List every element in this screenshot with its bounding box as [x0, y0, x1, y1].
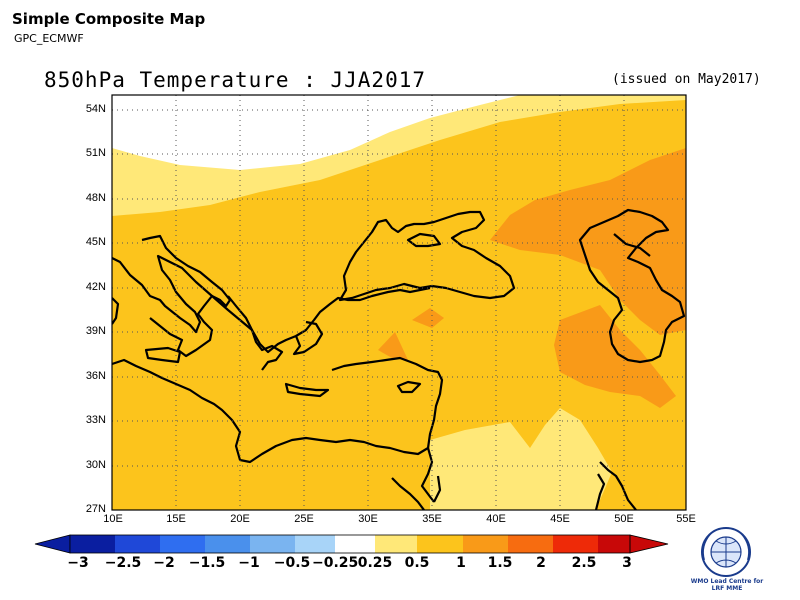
wmo-logo-icon [701, 527, 751, 577]
field-neutral-north [112, 95, 520, 170]
colorbar-cell [417, 535, 463, 553]
lon-label: 50E [614, 513, 634, 525]
coast-caspian-north [613, 233, 651, 257]
map-frame [111, 94, 687, 511]
lon-label: 45E [550, 513, 570, 525]
lon-label: 30E [358, 513, 378, 525]
grid [112, 95, 686, 510]
lat-label: 33N [85, 414, 106, 426]
colorbar-cell [375, 535, 417, 553]
colorbar-label: −1.5 [188, 555, 226, 571]
coast-turkey-south [331, 356, 444, 449]
lon-label: 40E [486, 513, 506, 525]
colorbar-cell [160, 535, 205, 553]
lon-label: 15E [166, 513, 186, 525]
colorbar-cell [463, 535, 508, 553]
colorbar-arrow-left [34, 534, 71, 554]
composite-map-title: Simple Composite Map [12, 10, 206, 28]
map-title: 850hPa Temperature : JJA2017 [44, 68, 427, 92]
lat-label: 54N [85, 103, 106, 115]
colorbar-cell [598, 535, 630, 553]
field-orange-southeast [554, 305, 676, 408]
colorbar-label: 1.5 [487, 555, 513, 571]
lon-label: 35E [422, 513, 442, 525]
coast-aegean [292, 320, 324, 356]
field-light-south [430, 408, 612, 510]
colorbar-cell [70, 535, 115, 553]
lat-label: 42N [85, 281, 106, 293]
colorbar-cell [508, 535, 553, 553]
colorbar-label: 3 [622, 555, 632, 571]
lat-label: 30N [85, 459, 106, 471]
coast-red-sea [391, 477, 425, 510]
colorbar-label: 0.25 [357, 555, 393, 571]
coastlines [112, 208, 686, 510]
lat-label: 39N [85, 325, 106, 337]
colorbar-label: −2.5 [104, 555, 142, 571]
coast-crimea [406, 232, 442, 248]
lat-label: 45N [85, 236, 106, 248]
colorbar-label: −2 [153, 555, 175, 571]
lon-label: 20E [230, 513, 250, 525]
lon-label: 10E [103, 513, 123, 525]
colorbar-arrow-right [629, 534, 669, 554]
colorbar-label: 2.5 [571, 555, 597, 571]
coast-europe [112, 254, 431, 354]
colorbar-cell [250, 535, 295, 553]
coast-persian-gulf-2 [594, 473, 606, 510]
colorbar-cell [295, 535, 335, 553]
coast-sardinia [112, 297, 120, 325]
lat-label: 51N [85, 147, 106, 159]
issued-date: (issued on May2017) [612, 72, 761, 87]
coast-caspian [578, 208, 686, 364]
coast-cyprus [396, 380, 422, 394]
colorbar-cell [205, 535, 250, 553]
coast-north-africa [112, 358, 429, 464]
colorbar-cell [553, 535, 598, 553]
coast-sinai [420, 447, 435, 503]
coast-sicily [144, 346, 182, 364]
colorbar-label: −0.25 [312, 555, 359, 571]
colorbar-label: 1 [456, 555, 466, 571]
colorbar-label: 0.5 [404, 555, 430, 571]
model-name: GPC_ECMWF [14, 32, 84, 45]
lon-label: 25E [294, 513, 314, 525]
coast-arabia-west [433, 475, 442, 503]
anomaly-field [112, 95, 686, 510]
colorbar-frame [69, 534, 631, 554]
colorbar [34, 534, 669, 554]
coast-crete [284, 382, 330, 398]
lat-label: 48N [85, 192, 106, 204]
colorbar-label: −3 [67, 555, 89, 571]
coast-persian-gulf [599, 461, 637, 510]
coast-greece [227, 295, 284, 371]
colorbar-label: −1 [238, 555, 260, 571]
logo-caption: WMO Lead Centre for LRF MME [690, 578, 764, 592]
colorbar-cell [115, 535, 160, 553]
field-orange-spot-2 [378, 332, 408, 360]
lon-label: 55E [676, 513, 696, 525]
lat-label: 36N [85, 370, 106, 382]
coast-italy [141, 234, 232, 358]
lat-label: 27N [85, 503, 106, 515]
coast-blacksea [338, 210, 516, 302]
colorbar-label: −0.5 [273, 555, 311, 571]
field-orange-spot-1 [412, 308, 444, 328]
colorbar-cell [335, 535, 375, 553]
colorbar-label: 2 [536, 555, 546, 571]
